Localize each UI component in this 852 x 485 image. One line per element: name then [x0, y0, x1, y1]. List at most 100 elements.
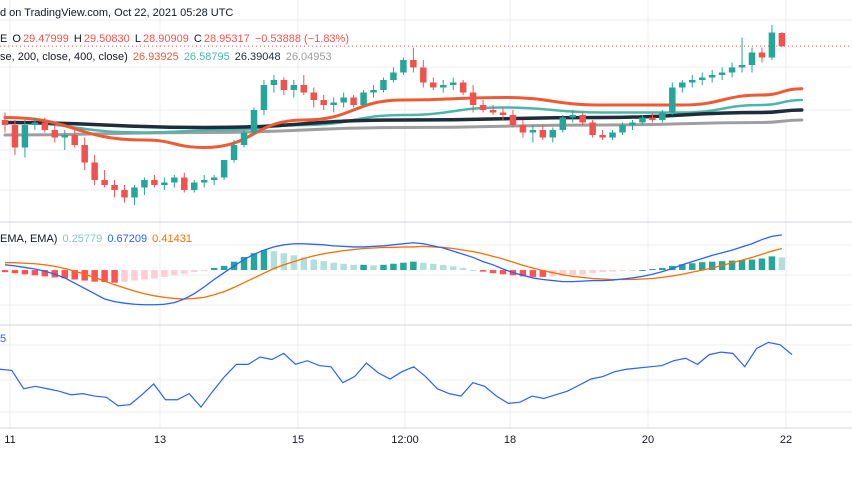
macd-histogram-bar: [619, 270, 626, 272]
candle: [31, 117, 39, 130]
candle: [171, 175, 178, 188]
candle-body: [629, 122, 636, 125]
candle: [430, 77, 437, 90]
candle: [250, 107, 258, 135]
candle-body: [270, 80, 278, 85]
candle: [210, 175, 218, 185]
macd-histogram-bar: [131, 270, 138, 281]
candle-body: [91, 162, 98, 180]
candle: [131, 185, 138, 205]
macd-histogram-bar: [469, 270, 477, 272]
macd-histogram-bar: [459, 267, 467, 271]
macd-histogram-bar: [439, 264, 447, 271]
candle-body: [479, 105, 487, 110]
candle-body: [310, 92, 318, 100]
macd-histogram-bar: [260, 250, 268, 271]
candle: [11, 120, 19, 155]
candle-body: [718, 72, 726, 75]
macd-histogram-bar: [240, 256, 248, 271]
ma-value-1: 26.93925: [132, 51, 179, 63]
candle: [290, 80, 298, 98]
ma-legend: se, 200, close, 400, close) 26.93925 26.…: [0, 51, 334, 63]
candle-body: [340, 97, 347, 103]
candle-body: [11, 125, 19, 148]
candle: [410, 47, 417, 73]
candle: [728, 62, 736, 78]
candle-body: [41, 122, 49, 130]
candle-body: [459, 82, 467, 93]
candle-body: [101, 180, 108, 185]
candle: [529, 125, 537, 143]
candle-body: [111, 185, 118, 190]
macd-histogram-bar: [768, 256, 776, 271]
candle-body: [599, 135, 606, 138]
ma-value-4: 26.04953: [285, 51, 332, 63]
candle: [479, 100, 487, 113]
macd-histogram-bar: [778, 257, 786, 271]
macd-signal-value: 0.41431: [152, 233, 192, 245]
candle: [151, 175, 158, 188]
macd-histogram-bar: [141, 270, 148, 280]
candle: [549, 127, 557, 143]
candle: [688, 75, 696, 88]
candle-body: [659, 112, 666, 120]
candle-body: [260, 85, 268, 110]
candle: [708, 70, 716, 83]
candle: [220, 160, 228, 180]
candle: [300, 75, 308, 95]
candle: [609, 130, 616, 140]
candle-body: [609, 132, 616, 138]
macd-histogram-bar: [200, 270, 208, 272]
macd-histogram-bar: [649, 269, 656, 271]
candle-body: [529, 130, 537, 133]
candle: [589, 120, 596, 138]
macd-histogram-bar: [300, 257, 308, 271]
candle: [748, 47, 756, 73]
candle-body: [589, 122, 596, 135]
ma-line-1: [3, 87, 804, 150]
candle: [669, 82, 676, 115]
macd-histogram-bar: [698, 262, 706, 271]
candle-body: [778, 33, 786, 47]
macd-histogram-bar: [181, 270, 188, 274]
macd-histogram-bar: [748, 259, 756, 271]
macd-line-value: 0.67209: [107, 233, 148, 245]
macd-histogram-bar: [579, 270, 586, 275]
candle: [539, 125, 547, 140]
candle-body: [31, 122, 39, 125]
candle: [499, 107, 507, 120]
candle-body: [380, 80, 387, 90]
candle-body: [190, 182, 198, 190]
candle-body: [439, 85, 447, 88]
macd-histogram-bar: [639, 270, 646, 272]
macd-histogram-bar: [738, 260, 746, 271]
candle: [758, 47, 766, 63]
candle: [91, 155, 98, 185]
candle-body: [738, 65, 746, 68]
macd-histogram-bar: [559, 270, 567, 276]
candle: [489, 105, 497, 115]
macd-histogram-bar: [330, 262, 337, 271]
macd-histogram-bar: [81, 270, 88, 281]
candle: [629, 120, 636, 130]
candle-body: [230, 145, 238, 160]
macd-histogram-bar: [360, 264, 367, 271]
candle: [1, 112, 9, 133]
chart-source-title: d on TradingView.com, Oct 22, 2021 05:28…: [0, 7, 235, 19]
candle: [649, 112, 656, 123]
macd-histogram-bar: [400, 262, 407, 271]
macd-histogram-bar: [210, 267, 218, 271]
candle-body: [698, 77, 706, 80]
macd-histogram-bar: [111, 270, 118, 283]
macd-histogram-bar: [529, 270, 537, 277]
candle: [619, 122, 626, 135]
macd-histogram-bar: [41, 270, 49, 277]
low-label: L: [134, 33, 141, 45]
macd-histogram-bar: [290, 255, 298, 271]
macd-histogram-bar: [758, 258, 766, 271]
candle-body: [1, 120, 9, 125]
candle: [390, 67, 397, 83]
low-value: 28.90909: [142, 33, 189, 45]
macd-histogram-bar: [589, 270, 596, 274]
macd-histogram-bar: [61, 270, 69, 279]
